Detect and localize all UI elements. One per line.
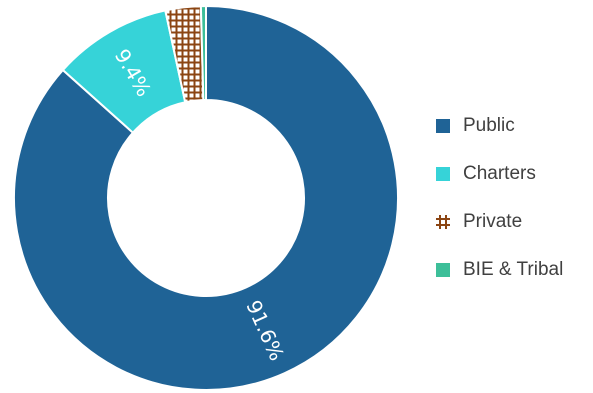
legend-label-bie-tribal: BIE & Tribal bbox=[463, 259, 564, 280]
legend-item-bie-tribal: BIE & Tribal bbox=[436, 258, 563, 282]
legend-item-private: Private bbox=[436, 210, 563, 234]
legend-item-public: Public bbox=[436, 114, 563, 138]
legend: Public Charters Private BIE & Tribal bbox=[436, 114, 563, 306]
donut-slices bbox=[13, 4, 399, 391]
legend-label-public: Public bbox=[463, 115, 515, 136]
legend-swatch-public bbox=[436, 119, 450, 133]
legend-swatch-charters bbox=[436, 167, 450, 181]
slice-bie-tribal bbox=[199, 4, 207, 102]
slice-public bbox=[13, 4, 399, 391]
legend-label-private: Private bbox=[463, 211, 523, 232]
legend-swatch-bie-tribal bbox=[436, 263, 450, 277]
legend-label-charters: Charters bbox=[463, 163, 536, 184]
legend-item-charters: Charters bbox=[436, 162, 563, 186]
legend-swatch-private bbox=[436, 215, 450, 229]
